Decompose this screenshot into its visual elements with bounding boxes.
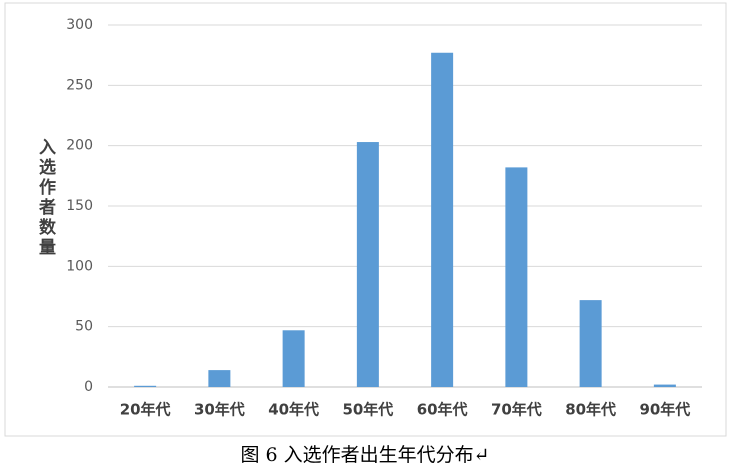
y-tick-label: 150 [66,198,93,214]
bar [431,52,454,388]
y-tick-label: 250 [66,77,93,93]
bar [356,142,379,387]
y-tick-label: 200 [66,138,93,154]
bar [134,385,157,387]
x-tick-label: 50年代 [342,401,393,419]
x-tick-label: 70年代 [491,401,542,419]
y-tick-label: 100 [66,258,93,274]
bar [505,167,528,387]
x-tick-label: 60年代 [417,401,468,419]
y-tick-label: 300 [66,17,93,33]
x-tick-label: 40年代 [268,401,319,419]
x-tick-label: 20年代 [120,401,171,419]
bar [653,384,676,387]
caption: 图 6 入选作者出生年代分布↵ [240,444,489,466]
bar [208,370,231,387]
x-tick-label: 90年代 [639,401,690,419]
x-tick-label: 30年代 [194,401,245,419]
y-axis-label: 入选作者数量 [35,138,57,258]
y-tick-label: 50 [75,319,93,335]
x-tick-label: 80年代 [565,401,616,419]
bar [579,300,602,387]
y-tick-label: 0 [84,379,93,395]
bar [282,330,305,387]
